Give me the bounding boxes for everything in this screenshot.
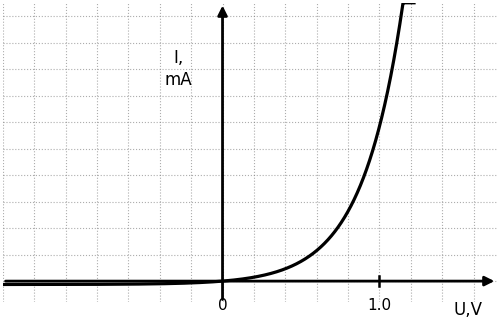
Text: I,
mA: I, mA [165, 49, 192, 89]
Text: 0: 0 [218, 298, 228, 313]
Text: U,V: U,V [454, 301, 482, 319]
Text: 1.0: 1.0 [368, 298, 392, 313]
